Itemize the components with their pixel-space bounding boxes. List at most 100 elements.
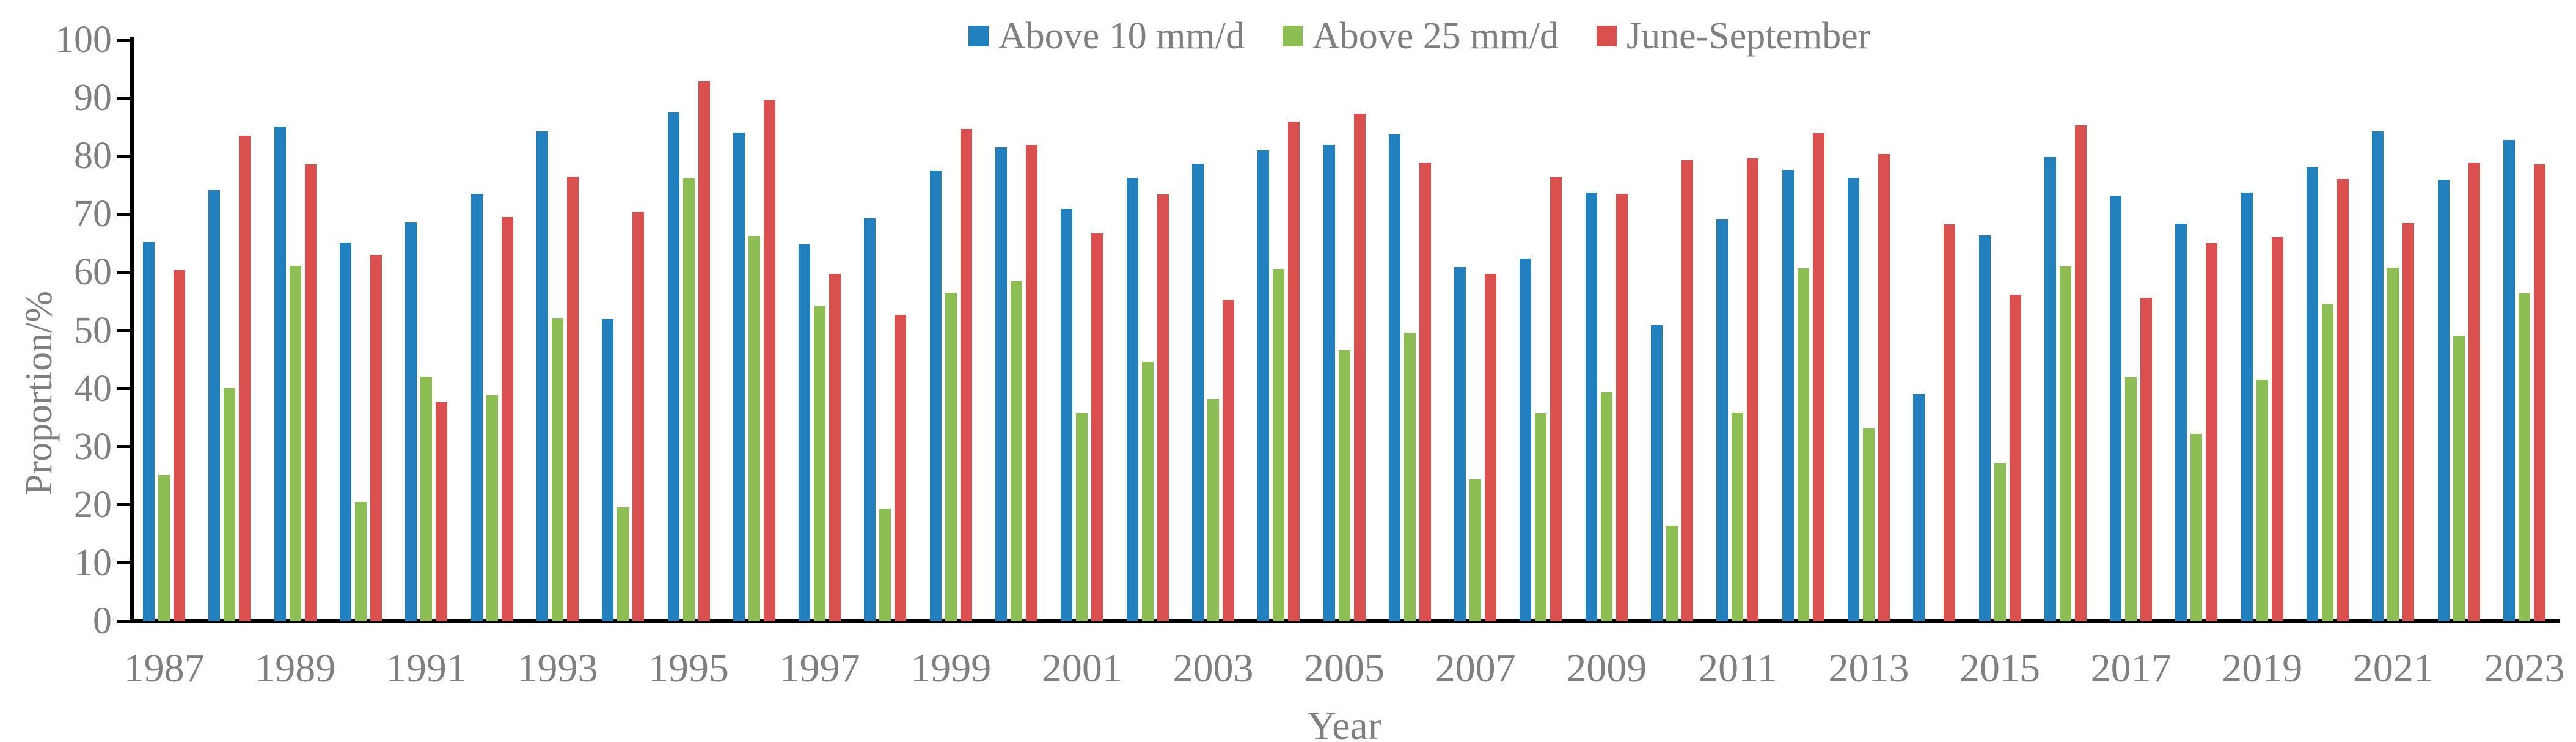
bar-above-10-mm-d-2007 bbox=[1454, 266, 1466, 621]
x-tick-label-2011: 2011 bbox=[1698, 646, 1777, 691]
bar-june-september-2021 bbox=[2402, 222, 2415, 621]
bar-june-september-1994 bbox=[632, 212, 645, 621]
y-tick-0 bbox=[117, 619, 130, 623]
y-tick-40 bbox=[117, 387, 130, 391]
bar-above-10-mm-d-2023 bbox=[2503, 139, 2515, 621]
bar-above-25-mm-d-2006 bbox=[1403, 333, 1416, 621]
bar-june-september-1989 bbox=[304, 164, 317, 621]
bar-above-25-mm-d-2015 bbox=[1994, 463, 2006, 621]
bar-above-10-mm-d-2006 bbox=[1388, 134, 1400, 621]
x-tick-label-2019: 2019 bbox=[2222, 646, 2303, 691]
bar-june-september-2004 bbox=[1288, 122, 1300, 621]
bar-above-10-mm-d-1991 bbox=[405, 222, 417, 621]
legend-marker-icon bbox=[1282, 26, 1303, 46]
legend: Above 10 mm/d Above 25 mm/d June-September bbox=[968, 13, 1870, 59]
bar-above-25-mm-d-1997 bbox=[814, 306, 826, 621]
bar-above-10-mm-d-1990 bbox=[340, 242, 352, 621]
bar-above-25-mm-d-1990 bbox=[355, 502, 367, 621]
bar-above-10-mm-d-2019 bbox=[2241, 193, 2253, 621]
bar-above-10-mm-d-2018 bbox=[2175, 224, 2187, 621]
bar-above-25-mm-d-2023 bbox=[2518, 293, 2530, 621]
bar-above-25-mm-d-2022 bbox=[2453, 336, 2465, 621]
bar-above-10-mm-d-2004 bbox=[1257, 150, 1270, 621]
bar-june-september-1999 bbox=[960, 128, 972, 621]
y-tick-label-70: 70 bbox=[74, 193, 112, 235]
x-tick-label-1991: 1991 bbox=[386, 646, 467, 691]
bar-june-september-2012 bbox=[1812, 133, 1824, 621]
legend-label: June-September bbox=[1626, 15, 1871, 57]
y-tick-label-50: 50 bbox=[74, 309, 112, 351]
x-axis-line bbox=[130, 619, 2560, 623]
bar-above-25-mm-d-2003 bbox=[1207, 399, 1219, 621]
bar-above-25-mm-d-2011 bbox=[1732, 412, 1744, 621]
bar-june-september-2010 bbox=[1681, 160, 1694, 621]
x-tick-label-1997: 1997 bbox=[779, 646, 860, 691]
bar-june-september-1987 bbox=[174, 270, 186, 621]
y-tick-label-10: 10 bbox=[74, 542, 112, 584]
bar-june-september-1988 bbox=[239, 135, 251, 621]
bar-above-25-mm-d-1993 bbox=[551, 318, 563, 621]
x-tick-label-1993: 1993 bbox=[517, 646, 598, 691]
bar-above-25-mm-d-2008 bbox=[1535, 413, 1547, 621]
bar-above-10-mm-d-2002 bbox=[1126, 178, 1138, 621]
bar-june-september-1998 bbox=[895, 314, 907, 621]
y-tick-80 bbox=[117, 154, 130, 158]
bar-above-25-mm-d-1999 bbox=[945, 292, 957, 621]
bar-above-10-mm-d-2000 bbox=[995, 147, 1008, 621]
bar-above-25-mm-d-2002 bbox=[1141, 361, 1154, 621]
legend-marker-icon bbox=[1596, 26, 1617, 46]
bar-june-september-2016 bbox=[2074, 125, 2087, 621]
bar-above-10-mm-d-1992 bbox=[470, 194, 483, 621]
x-tick-label-2003: 2003 bbox=[1173, 646, 1254, 691]
bar-june-september-2001 bbox=[1091, 233, 1103, 621]
bar-above-25-mm-d-1987 bbox=[158, 475, 170, 621]
x-tick-label-1999: 1999 bbox=[910, 646, 992, 691]
y-tick-100 bbox=[117, 38, 130, 42]
bar-june-september-2006 bbox=[1419, 162, 1431, 621]
y-tick-label-0: 0 bbox=[93, 600, 112, 642]
bar-above-25-mm-d-1991 bbox=[420, 376, 433, 621]
bar-above-10-mm-d-1998 bbox=[864, 218, 876, 621]
bar-june-september-1991 bbox=[436, 402, 448, 621]
y-tick-90 bbox=[117, 96, 130, 100]
bar-june-september-1997 bbox=[829, 274, 841, 621]
bar-above-10-mm-d-2005 bbox=[1323, 145, 1335, 621]
legend-marker-icon bbox=[968, 26, 989, 46]
bar-above-10-mm-d-2014 bbox=[1913, 394, 1925, 621]
bar-above-10-mm-d-2015 bbox=[1978, 235, 1991, 621]
bar-june-september-2007 bbox=[1485, 274, 1497, 621]
bar-above-25-mm-d-1989 bbox=[289, 265, 301, 621]
x-tick-label-2013: 2013 bbox=[1828, 646, 1909, 691]
y-tick-30 bbox=[117, 445, 130, 449]
bar-above-25-mm-d-2004 bbox=[1273, 268, 1285, 621]
x-tick-label-2015: 2015 bbox=[1959, 646, 2041, 691]
bar-above-25-mm-d-1988 bbox=[224, 388, 236, 621]
bar-june-september-2002 bbox=[1157, 194, 1169, 621]
bar-above-10-mm-d-2009 bbox=[1585, 193, 1597, 621]
bar-june-september-1990 bbox=[370, 254, 382, 621]
bar-above-10-mm-d-1987 bbox=[143, 241, 155, 621]
bar-june-september-2019 bbox=[2271, 237, 2283, 621]
x-tick-label-2021: 2021 bbox=[2352, 646, 2434, 691]
bar-above-25-mm-d-1994 bbox=[617, 507, 629, 621]
x-tick-label-2023: 2023 bbox=[2484, 646, 2565, 691]
legend-label: Above 10 mm/d bbox=[998, 15, 1245, 57]
bar-june-september-2022 bbox=[2468, 162, 2480, 621]
bar-above-25-mm-d-1992 bbox=[486, 395, 498, 621]
bar-above-25-mm-d-2009 bbox=[1600, 392, 1612, 621]
bar-above-25-mm-d-2012 bbox=[1797, 268, 1809, 621]
y-axis-line bbox=[130, 37, 134, 623]
bar-above-10-mm-d-2016 bbox=[2044, 157, 2056, 621]
bar-above-10-mm-d-2003 bbox=[1191, 163, 1204, 621]
bar-above-25-mm-d-1996 bbox=[748, 236, 760, 621]
legend-item-above-10-mm-d: Above 10 mm/d bbox=[968, 13, 1245, 59]
bar-june-september-2013 bbox=[1878, 154, 1890, 621]
y-tick-label-30: 30 bbox=[74, 425, 112, 468]
bar-june-september-2014 bbox=[1944, 224, 1956, 621]
y-tick-60 bbox=[117, 270, 130, 274]
bar-june-september-2005 bbox=[1353, 113, 1366, 621]
bar-june-september-1993 bbox=[566, 177, 579, 621]
x-tick-label-2001: 2001 bbox=[1041, 646, 1122, 691]
bar-june-september-2018 bbox=[2206, 243, 2218, 621]
